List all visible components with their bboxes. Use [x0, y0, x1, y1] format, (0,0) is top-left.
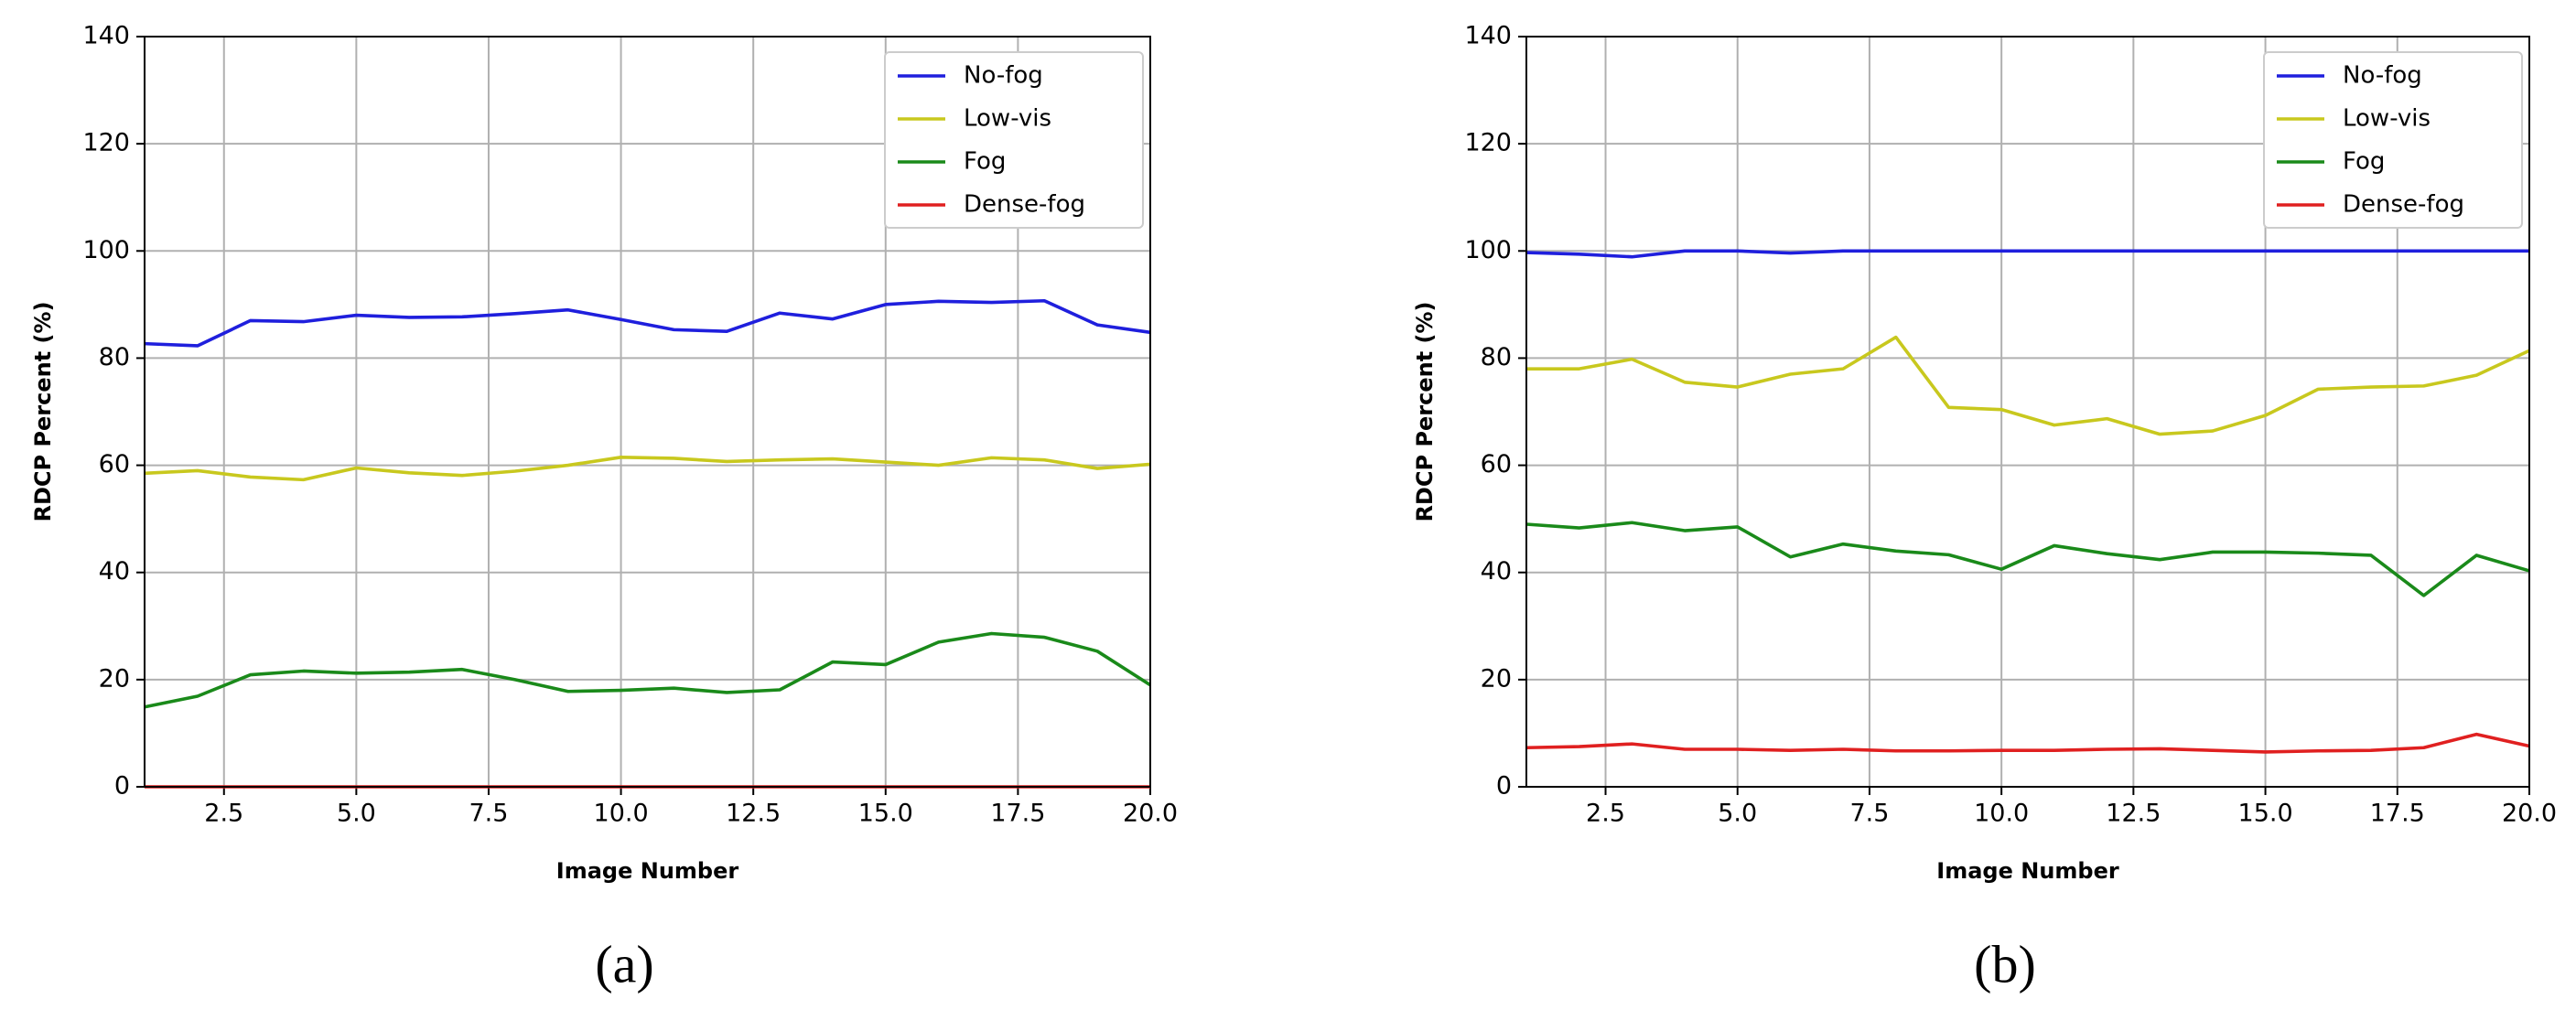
x-tick-label: 17.5 [990, 800, 1045, 828]
y-tick-label: 0 [114, 772, 130, 801]
legend-box [884, 51, 1144, 229]
x-tick-label: 12.5 [726, 800, 781, 828]
x-tick-label: 10.0 [594, 800, 649, 828]
series-line [144, 455, 1151, 482]
legend-label: Low-vis [2343, 105, 2430, 133]
legend-label: Dense-fog [2343, 191, 2464, 219]
y-tick-label: 100 [1464, 236, 1512, 264]
legend-label: Dense-fog [964, 191, 1085, 219]
y-tick-label: 80 [99, 343, 130, 371]
legend-label: Fog [964, 148, 1006, 176]
x-tick-label: 20.0 [1123, 800, 1178, 828]
x-tick-label: 5.0 [337, 800, 376, 828]
legend-box [2263, 51, 2523, 229]
x-tick-label: 17.5 [2370, 800, 2425, 828]
y-axis-label: RDCP Percent (%) [1412, 301, 1438, 521]
x-tick-label: 20.0 [2502, 800, 2557, 828]
y-axis-label: RDCP Percent (%) [30, 301, 56, 521]
x-tick-label: 7.5 [1849, 800, 1889, 828]
series-line [1525, 249, 2529, 259]
y-tick-label: 100 [82, 236, 130, 264]
y-tick-label: 40 [99, 557, 130, 586]
x-axis-label: Image Number [556, 858, 739, 884]
plot-frame [1525, 36, 2530, 788]
y-tick-label: 140 [1464, 22, 1512, 50]
x-tick-label: 10.0 [1974, 800, 2029, 828]
x-tick-label: 15.0 [2238, 800, 2293, 828]
y-tick-label: 20 [1481, 664, 1512, 693]
x-tick-label: 5.0 [1718, 800, 1757, 828]
legend-label: No-fog [964, 62, 1043, 90]
y-tick-label: 60 [99, 450, 130, 478]
series-line [144, 631, 1151, 709]
series-line [1526, 335, 2530, 436]
series-line [1525, 521, 2530, 597]
x-tick-label: 2.5 [1586, 800, 1625, 828]
y-tick-label: 40 [1481, 557, 1512, 586]
plot-frame [144, 36, 1151, 788]
series-line [144, 298, 1151, 348]
series-line [1525, 732, 2530, 754]
x-tick-label: 2.5 [204, 800, 243, 828]
y-tick-label: 0 [1496, 772, 1512, 801]
x-tick-label: 15.0 [858, 800, 913, 828]
x-tick-label: 12.5 [2106, 800, 2161, 828]
y-tick-label: 60 [1481, 450, 1512, 478]
x-axis-label: Image Number [1936, 858, 2119, 884]
caption: (b) [1974, 934, 2036, 994]
y-tick-label: 80 [1481, 343, 1512, 371]
legend-label: No-fog [2343, 62, 2422, 90]
y-tick-label: 140 [82, 22, 130, 50]
y-tick-label: 120 [82, 129, 130, 157]
x-tick-label: 7.5 [469, 800, 508, 828]
y-tick-label: 20 [99, 664, 130, 693]
y-tick-label: 120 [1464, 129, 1512, 157]
legend-label: Low-vis [964, 105, 1051, 133]
legend-label: Fog [2343, 148, 2385, 176]
caption: (a) [595, 934, 653, 994]
